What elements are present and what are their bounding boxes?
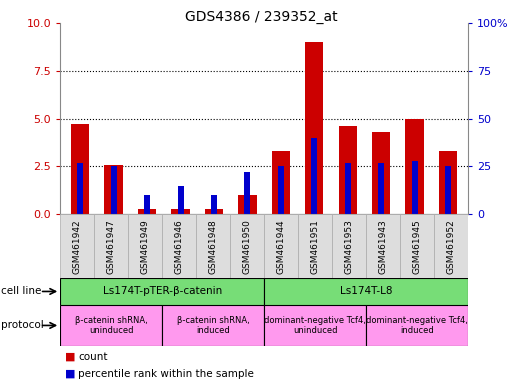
Text: GSM461944: GSM461944 [277,219,286,274]
Text: β-catenin shRNA,
induced: β-catenin shRNA, induced [177,316,249,335]
Bar [412,161,417,214]
Bar [196,214,230,278]
Bar [244,172,251,214]
Bar [278,167,284,214]
Text: GSM461953: GSM461953 [345,219,354,274]
Text: GSM461942: GSM461942 [73,219,82,274]
Bar [138,209,156,214]
Text: GSM461947: GSM461947 [107,219,116,274]
Text: GSM461950: GSM461950 [243,219,252,274]
Bar [172,209,190,214]
Text: protocol: protocol [1,320,44,331]
Bar [205,210,223,214]
Text: GSM461945: GSM461945 [413,219,422,274]
Bar [298,214,332,278]
Bar [345,163,351,214]
Text: GSM461948: GSM461948 [209,219,218,274]
Bar [439,151,457,214]
Text: GSM461952: GSM461952 [447,219,456,274]
Bar [366,214,400,278]
Bar [128,214,162,278]
Text: β-catenin shRNA,
uninduced: β-catenin shRNA, uninduced [75,316,147,335]
Bar [162,305,264,346]
Bar [60,278,264,305]
Bar [338,126,357,214]
Bar [445,167,451,214]
Text: GSM461943: GSM461943 [379,219,388,274]
Text: cell line: cell line [1,286,41,296]
Bar [177,185,184,214]
Bar [332,214,366,278]
Text: GDS4386 / 239352_at: GDS4386 / 239352_at [185,10,338,23]
Bar [77,163,83,214]
Text: count: count [78,352,108,362]
Bar [211,195,217,214]
Text: dominant-negative Tcf4,
uninduced: dominant-negative Tcf4, uninduced [264,316,366,335]
Bar [71,124,89,214]
Bar [60,305,162,346]
Bar [366,305,468,346]
Bar [162,214,196,278]
Bar [144,195,150,214]
Bar [305,42,323,214]
Text: Ls174T-pTER-β-catenin: Ls174T-pTER-β-catenin [103,286,222,296]
Bar [378,163,384,214]
Bar [405,119,424,214]
Bar [105,165,123,214]
Text: GSM461946: GSM461946 [175,219,184,274]
Text: ■: ■ [65,352,76,362]
Text: GSM461951: GSM461951 [311,219,320,274]
Bar [60,214,94,278]
Bar [372,132,390,214]
Text: GSM461949: GSM461949 [141,219,150,274]
Text: dominant-negative Tcf4,
induced: dominant-negative Tcf4, induced [366,316,468,335]
Bar [238,195,257,214]
Bar [264,214,298,278]
Bar [400,214,434,278]
Bar [311,138,317,214]
Text: Ls174T-L8: Ls174T-L8 [340,286,392,296]
Text: ■: ■ [65,369,76,379]
Bar [271,151,290,214]
Bar [111,167,117,214]
Bar [230,214,264,278]
Bar [94,214,128,278]
Bar [434,214,468,278]
Text: percentile rank within the sample: percentile rank within the sample [78,369,254,379]
Bar [264,305,366,346]
Bar [264,278,468,305]
